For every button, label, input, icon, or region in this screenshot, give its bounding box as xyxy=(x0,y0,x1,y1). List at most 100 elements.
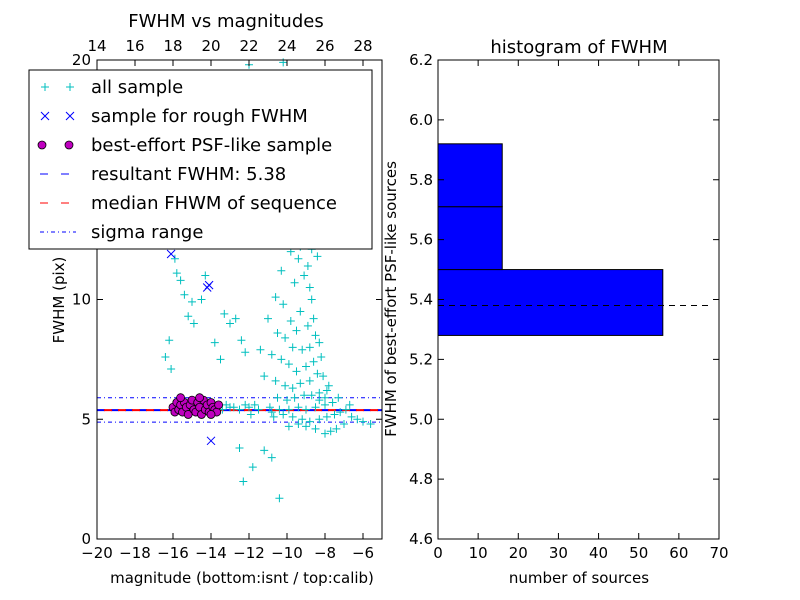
scatter-top-tick-label: 22 xyxy=(239,37,258,55)
all-sample-point xyxy=(298,345,307,354)
histogram-y-tick-label: 5.2 xyxy=(409,350,433,368)
all-sample-point xyxy=(292,326,301,335)
all-sample-point xyxy=(250,400,259,409)
scatter-top-tick-label: 20 xyxy=(201,37,220,55)
all-sample-point xyxy=(296,307,305,316)
legend-label: all sample xyxy=(91,77,183,98)
rough-fwhm-point xyxy=(204,280,214,290)
all-sample-point xyxy=(307,391,316,400)
all-sample-point xyxy=(288,384,297,393)
histogram-bar xyxy=(437,206,503,271)
all-sample-point xyxy=(201,271,210,280)
all-sample-point xyxy=(294,254,303,263)
all-sample-point xyxy=(189,319,198,328)
psf-like-point xyxy=(206,410,216,419)
all-sample-point xyxy=(279,300,288,309)
all-sample-point xyxy=(246,410,255,419)
histogram-x-tick-label: 60 xyxy=(669,544,688,562)
histogram-x-tick-label: 0 xyxy=(433,544,443,562)
histogram-x-tick-label: 40 xyxy=(589,544,608,562)
all-sample-point xyxy=(313,369,322,378)
all-sample-point xyxy=(300,271,309,280)
all-sample-point xyxy=(254,405,263,414)
all-sample-point xyxy=(288,412,297,421)
scatter-top-tick-label: 18 xyxy=(163,37,182,55)
histogram-y-tick-label: 5.0 xyxy=(409,410,433,428)
all-sample-point xyxy=(294,420,303,429)
rough-fwhm-series xyxy=(166,249,216,446)
all-sample-point xyxy=(322,386,331,395)
all-sample-point xyxy=(336,408,345,417)
all-sample-point xyxy=(302,405,310,414)
legend-label: median FHWM of sequence xyxy=(91,193,337,214)
all-sample-point xyxy=(237,336,246,345)
all-sample-point xyxy=(321,429,329,438)
all-sample-point xyxy=(284,360,293,369)
all-sample-point xyxy=(302,362,310,371)
all-sample-point xyxy=(167,364,176,373)
scatter-top-tick-label: 14 xyxy=(87,37,106,55)
all-sample-point xyxy=(176,276,185,285)
all-sample-point xyxy=(298,415,307,424)
all-sample-point xyxy=(264,314,272,323)
all-sample-point xyxy=(315,415,324,424)
histogram-y-tick-label: 6.2 xyxy=(409,51,433,69)
scatter-y-axis-ticks: 0 5 10 20 xyxy=(72,51,382,548)
all-sample-point xyxy=(305,417,314,426)
all-sample-point xyxy=(309,314,318,323)
psf-like-point xyxy=(176,393,186,403)
all-sample-point xyxy=(286,317,295,326)
histogram-y-tick-label: 6.0 xyxy=(409,111,433,129)
all-sample-point xyxy=(353,415,362,424)
histogram-x-label: number of sources xyxy=(509,569,649,587)
all-sample-point xyxy=(184,312,193,321)
rough-fwhm-point xyxy=(166,249,176,259)
psf-like-point xyxy=(214,400,224,410)
all-sample-point xyxy=(273,329,282,338)
all-sample-point xyxy=(303,321,312,330)
scatter-top-tick-label: 28 xyxy=(353,37,372,55)
all-sample-point xyxy=(317,352,326,361)
all-sample-point xyxy=(277,355,286,364)
all-sample-point xyxy=(281,333,290,342)
histogram-x-tick-label: 30 xyxy=(549,544,568,562)
legend-item: sample for rough FWHM xyxy=(40,106,308,127)
scatter-top-tick-label: 16 xyxy=(125,37,144,55)
legend-item: best-effort PSF-like sample xyxy=(37,135,332,156)
scatter-y-tick-label: 0 xyxy=(81,530,91,548)
all-sample-point xyxy=(311,424,320,433)
legend-item: all sample xyxy=(41,77,183,98)
all-sample-point xyxy=(273,393,282,402)
all-sample-point xyxy=(284,422,293,431)
histogram-x-tick-label: 50 xyxy=(629,544,648,562)
all-sample-point xyxy=(321,400,329,409)
histogram-x-axis-ticks: 0 10 20 30 40 50 60 70 xyxy=(433,60,729,562)
all-sample-point xyxy=(241,400,250,409)
all-sample-point xyxy=(220,309,229,318)
psf-like-point xyxy=(195,393,205,403)
all-sample-point xyxy=(197,295,206,304)
all-sample-point xyxy=(275,494,284,503)
all-sample-point xyxy=(284,405,293,414)
all-sample-point xyxy=(235,443,244,452)
scatter-x-tick-label: −10 xyxy=(271,544,303,562)
all-sample-point xyxy=(330,410,339,419)
histogram-x-tick-label: 10 xyxy=(469,544,488,562)
legend-label: sample for rough FWHM xyxy=(91,106,308,127)
all-sample-point xyxy=(319,372,328,381)
all-sample-point xyxy=(347,412,356,421)
legend-x-marker xyxy=(65,111,75,121)
all-sample-point xyxy=(216,355,225,364)
histogram-x-tick-label: 70 xyxy=(709,544,728,562)
all-sample-point xyxy=(265,403,274,412)
all-sample-point xyxy=(311,331,320,340)
histogram-y-tick-label: 5.8 xyxy=(409,171,433,189)
all-sample-point xyxy=(210,338,219,347)
scatter-y-label: FWHM (pix) xyxy=(50,257,68,344)
legend-plus-marker xyxy=(41,83,49,91)
scatter-top-axis-ticks: 14 16 18 20 22 24 26 28 xyxy=(87,37,372,55)
histogram-bar xyxy=(437,269,664,336)
scatter-y-tick-label: 20 xyxy=(72,51,91,69)
scatter-x-tick-label: −16 xyxy=(157,544,189,562)
